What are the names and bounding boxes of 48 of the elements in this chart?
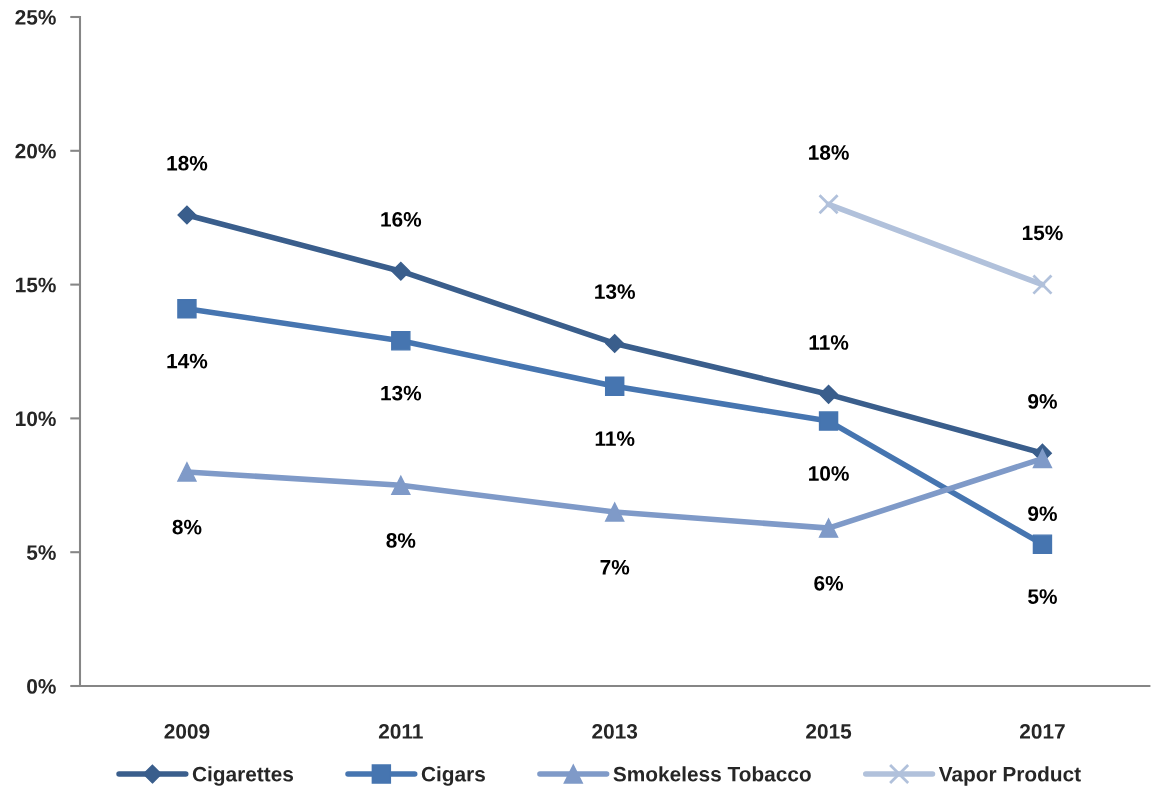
point	[391, 475, 411, 496]
data-label: 8%	[386, 533, 416, 548]
data-label: 7%	[600, 559, 630, 575]
y-tick-label: 10%	[16, 411, 56, 427]
x-tick-label: 2013	[592, 724, 638, 739]
y-tick-label: 25%	[15, 10, 56, 25]
point	[391, 331, 411, 351]
x-tick-label: 2015	[806, 724, 852, 739]
point	[177, 205, 197, 225]
point	[604, 376, 625, 397]
point	[819, 384, 839, 404]
point	[1032, 448, 1053, 469]
data-label: 14%	[167, 353, 208, 369]
point	[1032, 534, 1053, 554]
y-tick-label: 15%	[16, 277, 56, 293]
point	[1032, 274, 1053, 296]
data-label: 9%	[1028, 394, 1057, 409]
data-label: 11%	[595, 431, 635, 446]
x-tick-label: 2017	[1020, 724, 1065, 739]
y-tick-label: 5%	[26, 545, 56, 560]
data-label: 13%	[381, 385, 422, 401]
point	[818, 193, 839, 215]
data-label: 13%	[595, 284, 635, 300]
point	[818, 411, 839, 431]
point	[177, 298, 197, 319]
legend-label: Vapor Product	[938, 766, 1081, 786]
x-tick-label: 2011	[378, 724, 423, 739]
data-label: 18%	[167, 155, 208, 171]
legend-label: Cigars	[421, 766, 485, 786]
point	[818, 518, 839, 538]
x-tick-label: 2009	[164, 724, 210, 739]
data-label: 10%	[809, 466, 849, 481]
y-tick-label: 20%	[15, 143, 56, 159]
data-label: 9%	[1028, 506, 1057, 522]
point	[605, 333, 625, 354]
data-label: 5%	[1028, 589, 1057, 604]
point	[177, 462, 197, 482]
y-tick-label: 0%	[27, 679, 56, 694]
data-label: 11%	[809, 335, 849, 350]
data-label: 15%	[1022, 225, 1063, 241]
data-label: 18%	[809, 145, 849, 160]
data-label: 16%	[381, 212, 422, 227]
legend-label: Smokeless Tobacco	[613, 766, 811, 782]
legend-label: Cigarettes	[192, 766, 294, 786]
data-label: 6%	[814, 575, 844, 591]
data-label: 8%	[172, 519, 202, 535]
point	[391, 261, 411, 281]
point	[604, 502, 625, 522]
